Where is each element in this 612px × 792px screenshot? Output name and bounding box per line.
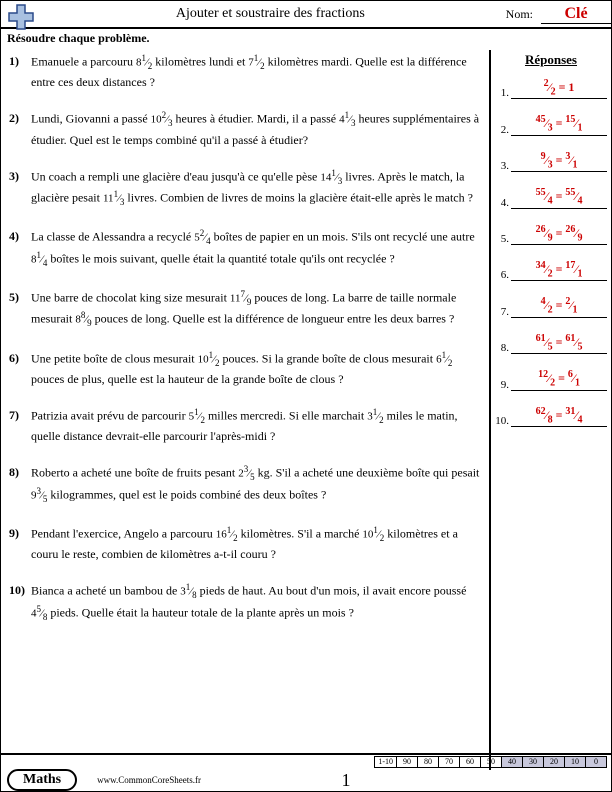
answer-value: 4⁄2 = 2⁄1 xyxy=(511,296,607,317)
problem-number: 6) xyxy=(9,349,31,388)
answer-number: 5. xyxy=(495,233,511,245)
problem-number: 4) xyxy=(9,227,31,270)
problem-number: 7) xyxy=(9,406,31,445)
score-cell: 40 xyxy=(501,756,523,768)
answer-number: 9. xyxy=(495,379,511,391)
answer-row: 5.26⁄9 = 26⁄9 xyxy=(495,224,607,245)
answer-key-label: Clé xyxy=(541,5,611,24)
answer-row: 9.12⁄2 = 6⁄1 xyxy=(495,369,607,390)
subject-pill: Maths xyxy=(7,769,77,791)
score-cell: 90 xyxy=(396,756,418,768)
page-title: Ajouter et soustraire des fractions xyxy=(35,6,506,22)
page-number: 1 xyxy=(201,770,611,791)
answer-number: 3. xyxy=(495,160,511,172)
problem-number: 2) xyxy=(9,109,31,148)
problem-number: 10) xyxy=(9,581,31,624)
answer-row: 10.62⁄8 = 31⁄4 xyxy=(495,406,607,427)
answer-value: 61⁄5 = 61⁄5 xyxy=(511,333,607,354)
problem: 6)Une petite boîte de clous mesurait 101… xyxy=(9,349,481,388)
problems-column: 1)Emanuele a parcouru 81⁄2 kilomètres lu… xyxy=(1,50,491,770)
problem: 4)La classe de Alessandra a recyclé 52⁄4… xyxy=(9,227,481,270)
problem-text: Patrizia avait prévu de parcourir 51⁄2 m… xyxy=(31,406,481,445)
answer-row: 8.61⁄5 = 61⁄5 xyxy=(495,333,607,354)
problem-text: Lundi, Giovanni a passé 102⁄3 heures à é… xyxy=(31,109,481,148)
answer-row: 7.4⁄2 = 2⁄1 xyxy=(495,296,607,317)
header: Ajouter et soustraire des fractions Nom:… xyxy=(1,1,611,29)
score-strip: 1-10 9080706050403020100 xyxy=(1,755,611,769)
answer-row: 3.9⁄3 = 3⁄1 xyxy=(495,151,607,172)
answer-value: 12⁄2 = 6⁄1 xyxy=(511,369,607,390)
plus-icon xyxy=(7,3,35,35)
site-url: www.CommonCoreSheets.fr xyxy=(97,775,201,785)
problem-text: La classe de Alessandra a recyclé 52⁄4 b… xyxy=(31,227,481,270)
score-cell: 20 xyxy=(543,756,565,768)
answer-number: 2. xyxy=(495,124,511,136)
problem: 1)Emanuele a parcouru 81⁄2 kilomètres lu… xyxy=(9,52,481,91)
problem: 2)Lundi, Giovanni a passé 102⁄3 heures à… xyxy=(9,109,481,148)
problem: 8)Roberto a acheté une boîte de fruits p… xyxy=(9,463,481,506)
answer-row: 1.2⁄2 = 1 xyxy=(495,78,607,99)
answer-number: 8. xyxy=(495,342,511,354)
answer-value: 9⁄3 = 3⁄1 xyxy=(511,151,607,172)
problem-text: Une petite boîte de clous mesurait 101⁄2… xyxy=(31,349,481,388)
score-range-label: 1-10 xyxy=(374,756,397,768)
answer-number: 1. xyxy=(495,87,511,99)
answer-value: 62⁄8 = 31⁄4 xyxy=(511,406,607,427)
answer-value: 34⁄2 = 17⁄1 xyxy=(511,260,607,281)
problem-text: Emanuele a parcouru 81⁄2 kilomètres lund… xyxy=(31,52,481,91)
answer-number: 6. xyxy=(495,269,511,281)
problem-text: Roberto a acheté une boîte de fruits pes… xyxy=(31,463,481,506)
problem: 5)Une barre de chocolat king size mesura… xyxy=(9,288,481,331)
instruction: Résoudre chaque problème. xyxy=(1,29,611,50)
problem-number: 8) xyxy=(9,463,31,506)
answer-value: 55⁄4 = 55⁄4 xyxy=(511,187,607,208)
score-cell: 70 xyxy=(438,756,460,768)
score-cell: 30 xyxy=(522,756,544,768)
answer-row: 6.34⁄2 = 17⁄1 xyxy=(495,260,607,281)
nom-label: Nom: xyxy=(506,7,533,22)
problem-text: Bianca a acheté un bambou de 31⁄8 pieds … xyxy=(31,581,481,624)
answer-number: 4. xyxy=(495,197,511,209)
answers-title: Réponses xyxy=(495,52,607,68)
problem: 9)Pendant l'exercice, Angelo a parcouru … xyxy=(9,524,481,563)
answer-number: 10. xyxy=(495,415,511,427)
problem-text: Un coach a rempli une glacière d'eau jus… xyxy=(31,167,481,210)
problem-number: 3) xyxy=(9,167,31,210)
answers-column: Réponses 1.2⁄2 = 1 2.45⁄3 = 15⁄1 3.9⁄3 = 3… xyxy=(491,50,611,770)
answer-number: 7. xyxy=(495,306,511,318)
score-cell: 50 xyxy=(480,756,502,768)
problem-number: 5) xyxy=(9,288,31,331)
problem-text: Pendant l'exercice, Angelo a parcouru 16… xyxy=(31,524,481,563)
problem: 7)Patrizia avait prévu de parcourir 51⁄2… xyxy=(9,406,481,445)
answer-value: 26⁄9 = 26⁄9 xyxy=(511,224,607,245)
problem-text: Une barre de chocolat king size mesurait… xyxy=(31,288,481,331)
score-cell: 0 xyxy=(585,756,607,768)
answer-value: 45⁄3 = 15⁄1 xyxy=(511,114,607,135)
score-cell: 10 xyxy=(564,756,586,768)
problem-number: 9) xyxy=(9,524,31,563)
score-cell: 80 xyxy=(417,756,439,768)
problem: 10)Bianca a acheté un bambou de 31⁄8 pie… xyxy=(9,581,481,624)
answer-value: 2⁄2 = 1 xyxy=(511,78,607,99)
problem: 3)Un coach a rempli une glacière d'eau j… xyxy=(9,167,481,210)
footer: 1-10 9080706050403020100 Maths www.Commo… xyxy=(1,753,611,791)
problem-number: 1) xyxy=(9,52,31,91)
score-cell: 60 xyxy=(459,756,481,768)
answer-row: 4.55⁄4 = 55⁄4 xyxy=(495,187,607,208)
answer-row: 2.45⁄3 = 15⁄1 xyxy=(495,114,607,135)
